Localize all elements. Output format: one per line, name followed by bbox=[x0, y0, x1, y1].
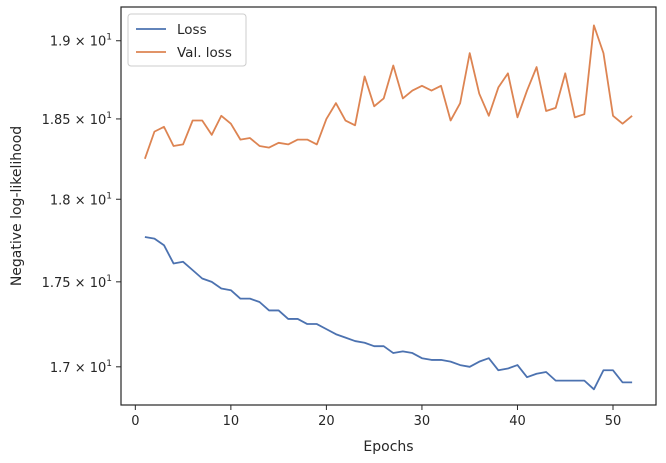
x-tick-label: 40 bbox=[509, 414, 526, 429]
x-tick-label: 50 bbox=[605, 414, 622, 429]
x-tick-label: 20 bbox=[318, 414, 335, 429]
axes-ticks: 0 10 20 30 40 50 1.7 × 101 1.75 × 101 1.8 × 101 1… bbox=[42, 33, 622, 429]
plot-frame bbox=[120, 6, 657, 406]
y-tick-label: 1.7 × 101 bbox=[50, 359, 112, 376]
legend-label-val-loss: Val. loss bbox=[177, 45, 232, 61]
y-axis-label: Negative log-likelihood bbox=[9, 126, 25, 286]
x-tick-label: 30 bbox=[414, 414, 431, 429]
y-tick-label: 1.85 × 101 bbox=[42, 111, 112, 128]
x-axis-label: Epochs bbox=[363, 439, 413, 455]
y-tick-label: 1.9 × 101 bbox=[50, 33, 112, 50]
series-line-val-loss bbox=[144, 24, 633, 160]
legend-box bbox=[127, 13, 247, 67]
x-tick-label: 0 bbox=[131, 414, 139, 429]
legend-label-loss: Loss bbox=[177, 22, 207, 38]
y-tick-label: 1.75 × 101 bbox=[42, 274, 112, 291]
legend: Loss Val. loss bbox=[127, 13, 247, 67]
y-tick-label: 1.8 × 101 bbox=[50, 191, 112, 208]
series-line-loss bbox=[144, 236, 633, 391]
x-tick-label: 10 bbox=[223, 414, 240, 429]
plot-area bbox=[144, 24, 633, 391]
